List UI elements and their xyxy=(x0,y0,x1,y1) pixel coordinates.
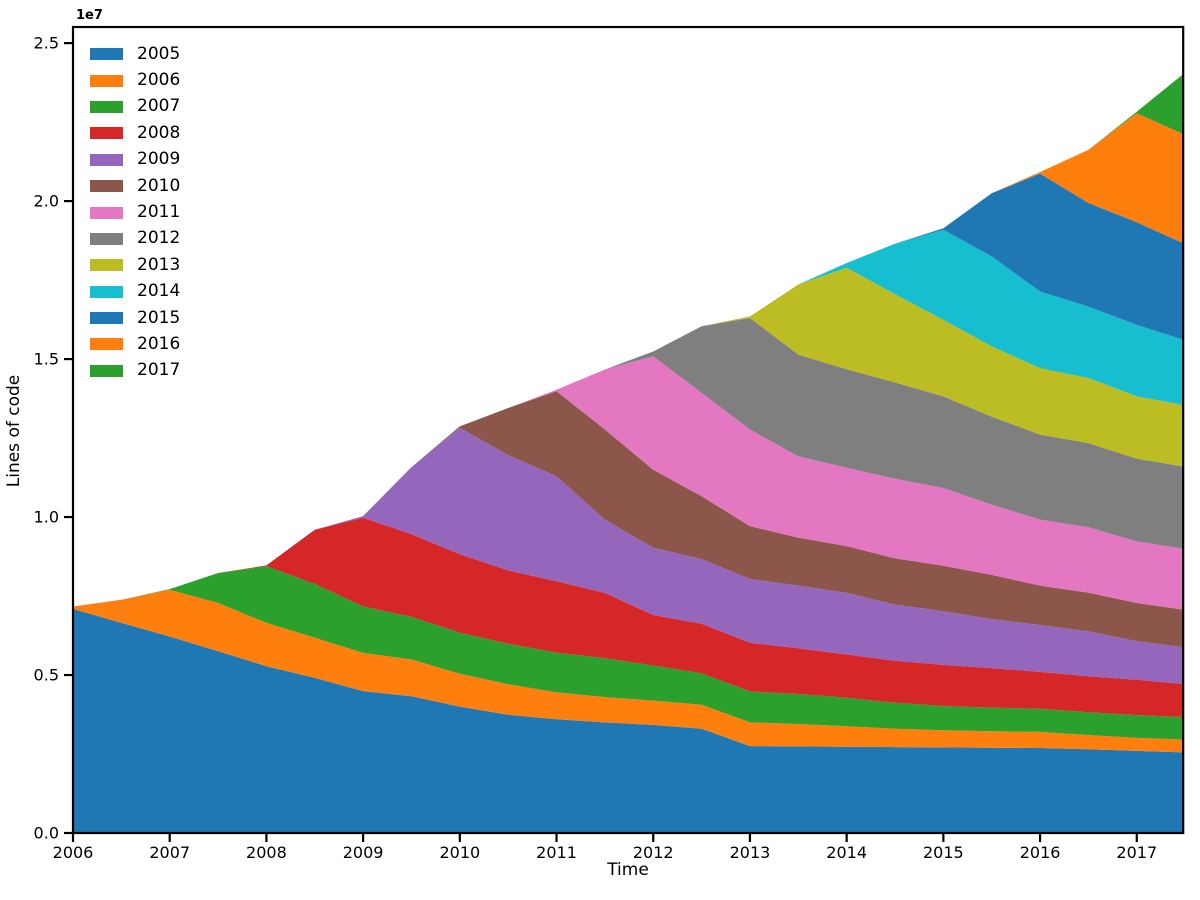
x-tick-label-2017: 2017 xyxy=(1116,843,1157,862)
legend-swatch-2007 xyxy=(90,100,123,113)
legend-label-2005: 2005 xyxy=(137,43,181,64)
x-tick-label-2016: 2016 xyxy=(1020,843,1061,862)
legend-swatch-2013 xyxy=(90,259,123,272)
x-tick-label-2015: 2015 xyxy=(923,843,964,862)
legend-swatch-2014 xyxy=(90,285,123,298)
y-tick-label-2.0: 2.0 xyxy=(34,192,59,211)
area-series-2007 xyxy=(73,566,1184,740)
legend: 2005 2006 2007 2008 2009 2010 2011 2012 2013 2014… xyxy=(90,41,180,384)
legend-swatch-2005 xyxy=(90,48,123,61)
y-axis-offset-text: 1e7 xyxy=(76,8,103,23)
legend-item-2005: 2005 xyxy=(90,41,180,67)
area-series-2010 xyxy=(73,391,1184,648)
y-tick-label-1.5: 1.5 xyxy=(34,350,59,369)
x-tick-label-2007: 2007 xyxy=(149,843,190,862)
x-tick-label-2014: 2014 xyxy=(826,843,867,862)
legend-label-2010: 2010 xyxy=(137,175,181,196)
legend-swatch-2011 xyxy=(90,206,123,219)
legend-item-2010: 2010 xyxy=(90,173,180,199)
x-tick-label-2006: 2006 xyxy=(53,843,94,862)
area-series-2006 xyxy=(73,589,1184,753)
area-series-2015 xyxy=(73,173,1184,607)
legend-label-2006: 2006 xyxy=(137,70,181,91)
area-series-2016 xyxy=(73,113,1184,607)
legend-item-2013: 2013 xyxy=(90,252,180,278)
legend-label-2009: 2009 xyxy=(137,149,181,170)
y-tick-label-0.5: 0.5 xyxy=(34,666,59,685)
legend-item-2006: 2006 xyxy=(90,67,180,93)
area-series-2009 xyxy=(73,427,1184,684)
legend-swatch-2009 xyxy=(90,153,123,166)
area-series-2008 xyxy=(73,517,1184,717)
y-axis-label: Lines of code xyxy=(4,374,24,488)
legend-item-2009: 2009 xyxy=(90,147,180,173)
legend-item-2014: 2014 xyxy=(90,279,180,305)
legend-label-2013: 2013 xyxy=(137,254,181,275)
legend-label-2015: 2015 xyxy=(137,307,181,328)
area-series-2013 xyxy=(73,267,1184,607)
legend-swatch-2017 xyxy=(90,364,123,377)
legend-label-2008: 2008 xyxy=(137,122,181,143)
legend-label-2011: 2011 xyxy=(137,202,181,223)
area-series-2011 xyxy=(73,356,1184,610)
y-tick-label-0.0: 0.0 xyxy=(34,824,59,843)
area-series-2012 xyxy=(73,318,1184,607)
legend-item-2008: 2008 xyxy=(90,120,180,146)
area-series-2005 xyxy=(73,609,1184,833)
y-tick-label-1.0: 1.0 xyxy=(34,508,59,527)
x-tick-label-2012: 2012 xyxy=(633,843,674,862)
x-tick-label-2010: 2010 xyxy=(439,843,480,862)
legend-swatch-2010 xyxy=(90,180,123,193)
legend-item-2012: 2012 xyxy=(90,226,180,252)
legend-item-2016: 2016 xyxy=(90,331,180,357)
x-tick-label-2008: 2008 xyxy=(246,843,287,862)
legend-label-2012: 2012 xyxy=(137,228,181,249)
legend-swatch-2012 xyxy=(90,232,123,245)
legend-swatch-2015 xyxy=(90,312,123,325)
legend-swatch-2006 xyxy=(90,74,123,87)
legend-label-2014: 2014 xyxy=(137,281,181,302)
legend-swatch-2016 xyxy=(90,338,123,351)
x-tick-label-2013: 2013 xyxy=(730,843,771,862)
x-tick-label-2009: 2009 xyxy=(343,843,384,862)
legend-item-2017: 2017 xyxy=(90,358,180,384)
axes-box xyxy=(71,25,1185,835)
legend-item-2007: 2007 xyxy=(90,94,180,120)
legend-label-2007: 2007 xyxy=(137,96,181,117)
legend-label-2016: 2016 xyxy=(137,333,181,354)
legend-label-2017: 2017 xyxy=(137,360,181,381)
legend-swatch-2008 xyxy=(90,127,123,140)
x-tick-label-2011: 2011 xyxy=(536,843,577,862)
y-tick-label-2.5: 2.5 xyxy=(34,34,59,53)
x-axis-label: Time xyxy=(607,860,649,880)
legend-item-2015: 2015 xyxy=(90,305,180,331)
legend-item-2011: 2011 xyxy=(90,199,180,225)
